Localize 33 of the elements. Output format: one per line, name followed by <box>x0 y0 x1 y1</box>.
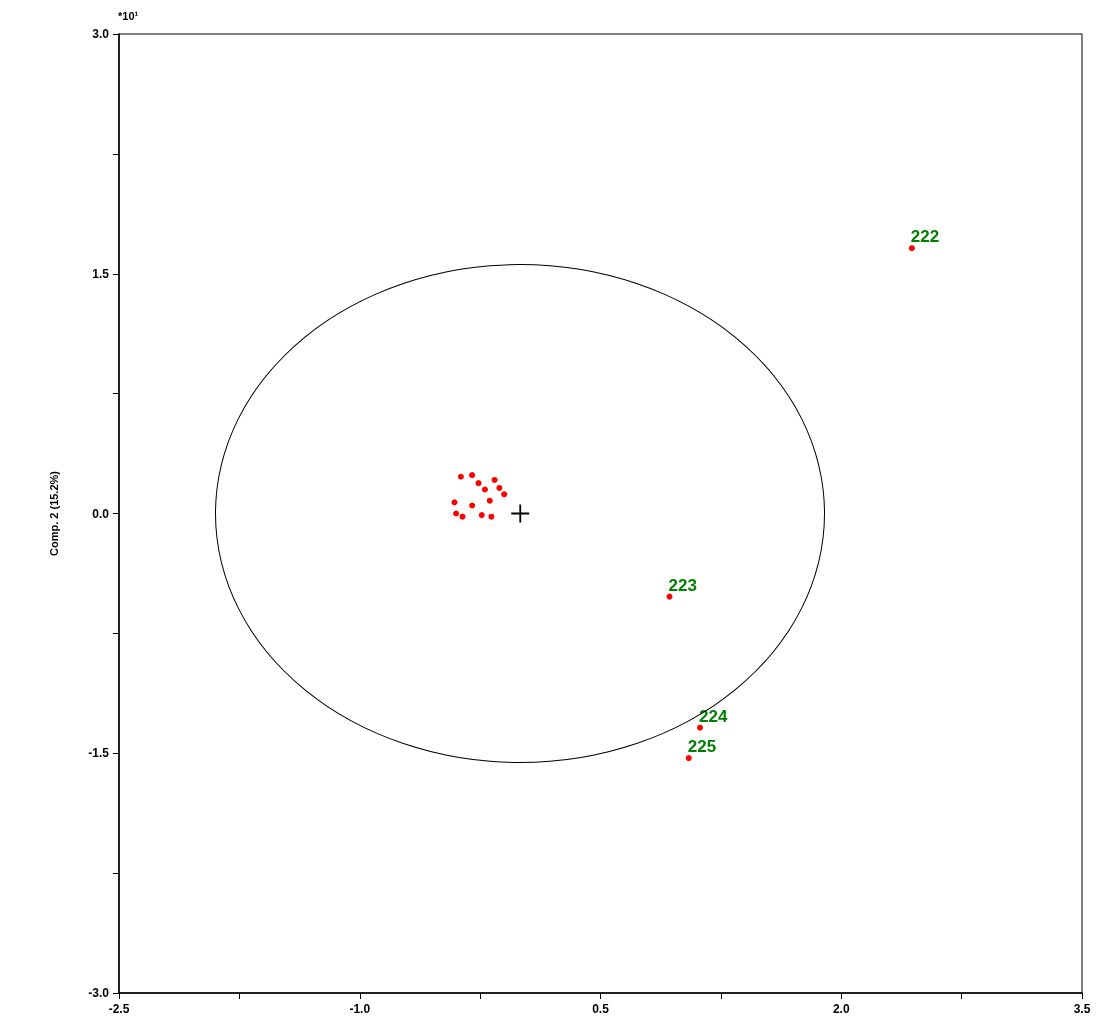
x-tick-label: -1.0 <box>349 1002 371 1016</box>
point <box>475 480 482 487</box>
y-tick-label: -3.0 <box>88 986 110 1000</box>
y-tick-label: 1.5 <box>92 266 110 281</box>
y-tick-label: 3.0 <box>92 27 110 41</box>
point <box>486 497 493 504</box>
point <box>501 491 508 498</box>
point <box>451 499 458 506</box>
x-tick-label: 2.0 <box>832 1002 850 1016</box>
y-tick-label: -1.5 <box>88 746 110 761</box>
point <box>469 502 476 509</box>
text: *10¹ <box>118 9 139 22</box>
point <box>457 473 464 480</box>
point <box>469 472 476 479</box>
y-axis-title: Comp. 2 (15.2%) <box>47 470 60 556</box>
point <box>685 755 692 762</box>
point <box>453 510 460 517</box>
x-tick-label: -2.5 <box>108 1002 130 1016</box>
point <box>478 512 485 519</box>
point <box>488 513 495 520</box>
x-tick-label: 0.5 <box>592 1002 610 1016</box>
point <box>908 245 915 252</box>
point <box>491 476 498 483</box>
point <box>666 593 673 600</box>
point <box>481 486 488 493</box>
annotation: 222 <box>910 227 940 247</box>
x-tick-label: 3.5 <box>1073 1002 1091 1016</box>
point <box>697 724 704 731</box>
annotation: 225 <box>687 737 717 757</box>
y-tick-label: 0.0 <box>92 506 110 521</box>
annotation: 224 <box>699 706 728 726</box>
annotation: 223 <box>668 575 697 595</box>
point <box>496 484 503 491</box>
